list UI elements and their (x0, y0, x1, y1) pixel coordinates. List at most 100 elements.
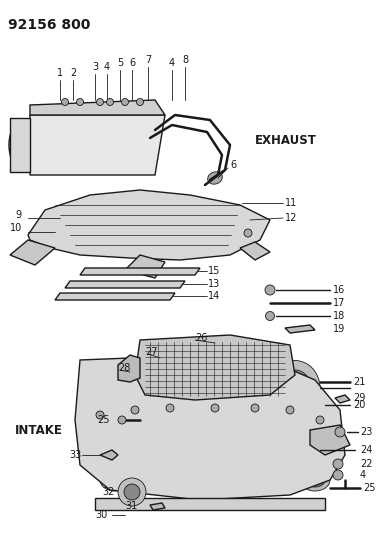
Circle shape (316, 416, 324, 424)
Text: 20: 20 (353, 400, 365, 410)
Ellipse shape (123, 139, 136, 156)
Polygon shape (75, 358, 345, 500)
Ellipse shape (265, 469, 295, 491)
Text: 10: 10 (10, 223, 22, 233)
Text: 28: 28 (118, 363, 130, 373)
Ellipse shape (279, 370, 311, 406)
Circle shape (333, 459, 343, 469)
Circle shape (124, 484, 140, 500)
Polygon shape (10, 240, 55, 265)
Polygon shape (30, 115, 165, 175)
Circle shape (265, 285, 275, 295)
Text: 4: 4 (169, 58, 175, 68)
Circle shape (251, 404, 259, 412)
Polygon shape (55, 293, 175, 300)
Text: 6: 6 (129, 58, 135, 68)
Polygon shape (125, 255, 165, 278)
Text: 7: 7 (145, 55, 151, 65)
Ellipse shape (270, 473, 290, 487)
Circle shape (131, 406, 139, 414)
Ellipse shape (180, 469, 210, 491)
Circle shape (96, 411, 104, 419)
Text: 32: 32 (103, 487, 115, 497)
Text: 16: 16 (333, 285, 345, 295)
Circle shape (77, 99, 83, 106)
Polygon shape (80, 268, 200, 275)
Circle shape (286, 406, 294, 414)
Polygon shape (310, 425, 350, 455)
Ellipse shape (270, 360, 320, 416)
Ellipse shape (39, 138, 57, 162)
Polygon shape (65, 281, 185, 288)
Polygon shape (10, 118, 30, 172)
Text: 27: 27 (145, 347, 157, 357)
Ellipse shape (98, 441, 118, 459)
Text: 29: 29 (353, 393, 365, 403)
Ellipse shape (83, 139, 97, 157)
Polygon shape (95, 498, 325, 510)
Polygon shape (28, 190, 270, 260)
Text: 17: 17 (333, 298, 345, 308)
Ellipse shape (34, 133, 62, 167)
Ellipse shape (100, 469, 130, 491)
Circle shape (211, 404, 219, 412)
Circle shape (106, 99, 113, 106)
Polygon shape (285, 325, 315, 333)
Circle shape (265, 311, 275, 320)
Text: 24: 24 (360, 445, 372, 455)
Polygon shape (135, 335, 295, 400)
Ellipse shape (79, 134, 101, 162)
Circle shape (335, 427, 345, 437)
Text: 33: 33 (70, 450, 82, 460)
Text: 9: 9 (16, 210, 22, 220)
Ellipse shape (120, 134, 140, 160)
Text: 21: 21 (353, 377, 365, 387)
Text: 2: 2 (70, 68, 76, 78)
Text: 4: 4 (104, 62, 110, 72)
Text: 26: 26 (195, 333, 207, 343)
Circle shape (244, 229, 252, 237)
Circle shape (118, 478, 146, 506)
Ellipse shape (145, 473, 165, 487)
Polygon shape (30, 100, 165, 115)
Text: 6: 6 (230, 160, 236, 170)
Text: 11: 11 (285, 198, 297, 208)
Ellipse shape (9, 125, 27, 165)
Ellipse shape (225, 469, 255, 491)
Polygon shape (240, 242, 270, 260)
Ellipse shape (13, 131, 23, 159)
Text: 3: 3 (92, 62, 98, 72)
Text: 13: 13 (208, 279, 220, 289)
Text: 22: 22 (360, 459, 373, 469)
Text: 14: 14 (208, 291, 220, 301)
Text: 31: 31 (126, 501, 138, 511)
Text: 25: 25 (363, 483, 375, 493)
Polygon shape (100, 450, 118, 460)
Circle shape (333, 470, 343, 480)
Ellipse shape (185, 473, 205, 487)
Circle shape (136, 99, 144, 106)
Text: 30: 30 (95, 510, 107, 520)
Text: EXHAUST: EXHAUST (255, 133, 317, 147)
Ellipse shape (300, 469, 330, 491)
Ellipse shape (208, 172, 223, 184)
Text: 23: 23 (360, 427, 372, 437)
Text: INTAKE: INTAKE (15, 424, 63, 437)
Circle shape (118, 416, 126, 424)
Text: 19: 19 (333, 324, 345, 334)
Ellipse shape (230, 473, 250, 487)
Polygon shape (150, 503, 165, 510)
Text: 5: 5 (117, 58, 123, 68)
Text: 92156 800: 92156 800 (8, 18, 90, 32)
Text: 18: 18 (333, 311, 345, 321)
Polygon shape (118, 355, 140, 382)
Text: 1: 1 (57, 68, 63, 78)
Polygon shape (335, 395, 350, 403)
Text: 25: 25 (98, 415, 110, 425)
Text: 12: 12 (285, 213, 297, 223)
Ellipse shape (305, 473, 325, 487)
Circle shape (121, 99, 129, 106)
Ellipse shape (91, 435, 125, 465)
Text: 4: 4 (360, 470, 366, 480)
Circle shape (97, 99, 103, 106)
